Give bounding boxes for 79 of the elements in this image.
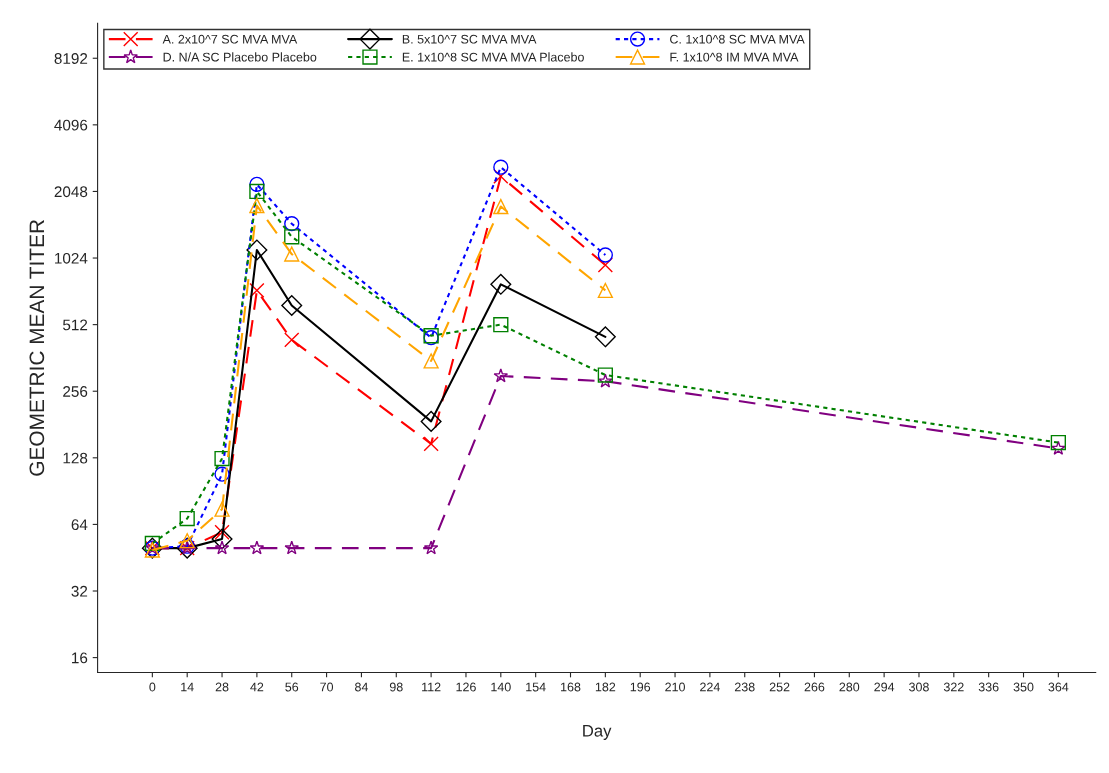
point xyxy=(284,229,300,245)
y-tick-label: 1024 xyxy=(55,252,88,264)
x-tick-label: 224 xyxy=(700,682,720,692)
legend-label: B. 5x10^7 SC MVA MVA xyxy=(402,34,537,44)
point xyxy=(420,410,442,432)
y-tick-label: 8192 xyxy=(54,53,88,64)
point xyxy=(214,501,230,517)
y-tick-label: 512 xyxy=(62,319,88,331)
point xyxy=(594,326,616,348)
point xyxy=(249,540,265,555)
legend-label: E. 1x10^8 SC MVA MVA Placebo xyxy=(402,52,584,62)
x-tick-label: 126 xyxy=(456,682,476,692)
point xyxy=(423,436,439,452)
point xyxy=(249,176,265,192)
point xyxy=(1051,440,1066,455)
x-tick-label: 182 xyxy=(595,682,616,692)
point xyxy=(281,294,303,316)
x-tick-label: 294 xyxy=(874,682,895,692)
legend-label: D. N/A SC Placebo Placebo xyxy=(163,52,317,62)
point xyxy=(493,198,509,215)
y-tick-label: 128 xyxy=(63,452,88,464)
legend-label: A. 2x10^7 SC MVA MVA xyxy=(162,34,298,44)
y-tick-label: 256 xyxy=(63,386,88,397)
point xyxy=(423,540,439,555)
x-axis-title: Day xyxy=(583,725,612,740)
point xyxy=(598,373,613,388)
point xyxy=(284,540,300,555)
x-tick-label: 112 xyxy=(422,682,441,692)
x-tick-label: 336 xyxy=(978,682,999,692)
point xyxy=(249,183,265,200)
x-tick-label: 70 xyxy=(320,682,334,692)
x-tick-label: 0 xyxy=(149,682,156,692)
x-tick-label: 28 xyxy=(215,682,229,692)
x-tick-label: 196 xyxy=(630,682,651,692)
point xyxy=(1050,434,1066,451)
x-tick-label: 14 xyxy=(181,682,194,692)
x-tick-label: 364 xyxy=(1048,682,1069,692)
x-tick-label: 238 xyxy=(734,682,755,692)
point xyxy=(597,282,613,299)
x-tick-label: 140 xyxy=(491,682,511,692)
y-tick-label: 4096 xyxy=(54,119,88,131)
point xyxy=(493,316,509,333)
point xyxy=(597,367,613,383)
point xyxy=(214,450,230,467)
point xyxy=(214,466,230,482)
x-tick-label: 350 xyxy=(1013,682,1034,692)
point xyxy=(211,528,233,550)
point xyxy=(249,197,265,214)
point xyxy=(246,239,268,261)
y-tick-label: 2048 xyxy=(54,186,88,198)
x-tick-label: 322 xyxy=(943,682,964,692)
x-tick-label: 168 xyxy=(561,682,581,692)
x-tick-label: 280 xyxy=(839,682,860,692)
legend-label: F. 1x10^8 IM MVA MVA xyxy=(670,52,799,62)
point xyxy=(597,247,613,263)
point xyxy=(493,368,509,383)
y-axis-title: GEOMETRIC MEAN TITER xyxy=(29,219,45,476)
point xyxy=(493,159,509,175)
y-tick-label: 16 xyxy=(72,652,88,664)
point xyxy=(284,332,300,348)
point xyxy=(249,282,265,299)
x-tick-label: 266 xyxy=(804,682,825,692)
x-tick-label: 42 xyxy=(250,682,264,692)
y-tick-label: 32 xyxy=(71,585,88,597)
point xyxy=(423,353,439,369)
point xyxy=(284,246,300,262)
y-tick-label: 64 xyxy=(71,519,88,531)
point xyxy=(214,540,230,555)
x-tick-label: 308 xyxy=(909,682,929,692)
x-tick-label: 210 xyxy=(665,682,685,692)
x-tick-label: 84 xyxy=(355,682,369,692)
x-tick-label: 98 xyxy=(389,682,403,692)
point xyxy=(179,510,195,527)
legend-label: C. 1x10^8 SC MVA MVA xyxy=(670,34,805,44)
x-tick-label: 154 xyxy=(526,682,546,692)
point xyxy=(597,257,613,273)
x-tick-label: 56 xyxy=(285,682,299,692)
point xyxy=(490,273,512,295)
x-tick-label: 252 xyxy=(769,682,790,692)
